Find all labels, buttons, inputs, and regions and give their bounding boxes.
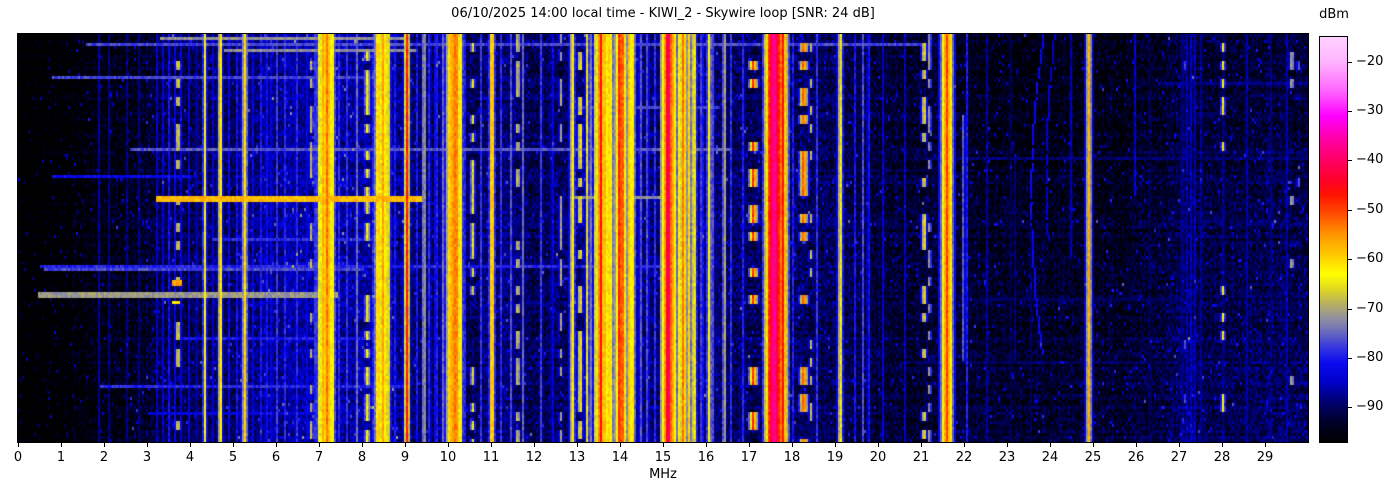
- colorbar-tick-mark: [1348, 209, 1352, 211]
- x-tick-label: 20: [869, 450, 887, 465]
- x-tick-mark: [318, 443, 320, 447]
- x-tick-mark: [920, 443, 922, 447]
- x-tick-label: 13: [568, 450, 586, 465]
- x-tick-label: 15: [654, 450, 672, 465]
- x-tick-label: 3: [142, 450, 152, 465]
- x-tick-mark: [275, 443, 277, 447]
- colorbar-tick-label: −40: [1356, 152, 1384, 168]
- x-tick-mark: [1178, 443, 1180, 447]
- colorbar-label: dBm: [1319, 7, 1349, 22]
- x-tick-label: 18: [783, 450, 801, 465]
- x-tick-mark: [17, 443, 19, 447]
- colorbar-tick-mark: [1348, 61, 1352, 63]
- x-tick-mark: [834, 443, 836, 447]
- colorbar-tick-label: −60: [1356, 251, 1384, 267]
- x-tick-label: 26: [1127, 450, 1145, 465]
- colorbar-tick-mark: [1348, 358, 1352, 360]
- x-tick-label: 2: [99, 450, 109, 465]
- x-tick-label: 19: [826, 450, 844, 465]
- x-tick-mark: [533, 443, 535, 447]
- colorbar-tick-label: −20: [1356, 53, 1384, 69]
- x-tick-mark: [1221, 443, 1223, 447]
- x-tick-label: 9: [400, 450, 410, 465]
- x-tick-mark: [404, 443, 406, 447]
- x-tick-mark: [877, 443, 879, 447]
- x-tick-mark: [662, 443, 664, 447]
- x-tick-mark: [189, 443, 191, 447]
- x-tick-mark: [146, 443, 148, 447]
- colorbar-gradient: [1319, 36, 1348, 443]
- plot-title: 06/10/2025 14:00 local time - KIWI_2 - S…: [451, 6, 875, 21]
- x-tick-label: 0: [13, 450, 23, 465]
- colorbar-tick-mark: [1348, 111, 1352, 113]
- x-tick-label: 12: [525, 450, 543, 465]
- x-tick-label: 29: [1256, 450, 1274, 465]
- x-tick-label: 27: [1170, 450, 1188, 465]
- x-tick-label: 6: [271, 450, 281, 465]
- x-tick-mark: [748, 443, 750, 447]
- x-tick-mark: [963, 443, 965, 447]
- x-tick-label: 1: [56, 450, 66, 465]
- x-tick-mark: [103, 443, 105, 447]
- x-tick-label: 16: [697, 450, 715, 465]
- x-tick-label: 17: [740, 450, 758, 465]
- x-tick-mark: [490, 443, 492, 447]
- x-tick-label: 23: [998, 450, 1016, 465]
- x-tick-label: 21: [912, 450, 930, 465]
- x-axis-label: MHz: [649, 467, 677, 482]
- x-tick-label: 28: [1213, 450, 1231, 465]
- colorbar-tick-mark: [1348, 160, 1352, 162]
- x-tick-label: 14: [611, 450, 629, 465]
- colorbar-tick-label: −70: [1356, 300, 1384, 316]
- colorbar-tick-mark: [1348, 407, 1352, 409]
- x-tick-label: 5: [228, 450, 238, 465]
- colorbar-tick-label: −50: [1356, 201, 1384, 217]
- x-tick-mark: [576, 443, 578, 447]
- x-tick-mark: [1049, 443, 1051, 447]
- x-tick-mark: [791, 443, 793, 447]
- colorbar-tick-mark: [1348, 308, 1352, 310]
- colorbar-tick-label: −80: [1356, 350, 1384, 366]
- x-tick-label: 24: [1041, 450, 1059, 465]
- colorbar-tick-mark: [1348, 259, 1352, 261]
- x-tick-mark: [447, 443, 449, 447]
- x-tick-mark: [1135, 443, 1137, 447]
- x-tick-mark: [1092, 443, 1094, 447]
- x-tick-mark: [60, 443, 62, 447]
- colorbar-tick-label: −90: [1356, 399, 1384, 415]
- x-tick-label: 7: [314, 450, 324, 465]
- x-tick-mark: [1264, 443, 1266, 447]
- x-tick-mark: [232, 443, 234, 447]
- x-tick-mark: [619, 443, 621, 447]
- x-tick-mark: [361, 443, 363, 447]
- x-tick-label: 8: [357, 450, 367, 465]
- x-tick-label: 22: [955, 450, 973, 465]
- x-tick-mark: [1006, 443, 1008, 447]
- colorbar-tick-label: −30: [1356, 103, 1384, 119]
- x-tick-mark: [705, 443, 707, 447]
- x-tick-label: 25: [1084, 450, 1102, 465]
- x-tick-label: 10: [439, 450, 457, 465]
- waterfall-heatmap: [17, 33, 1309, 443]
- x-tick-label: 11: [482, 450, 500, 465]
- x-tick-label: 4: [185, 450, 195, 465]
